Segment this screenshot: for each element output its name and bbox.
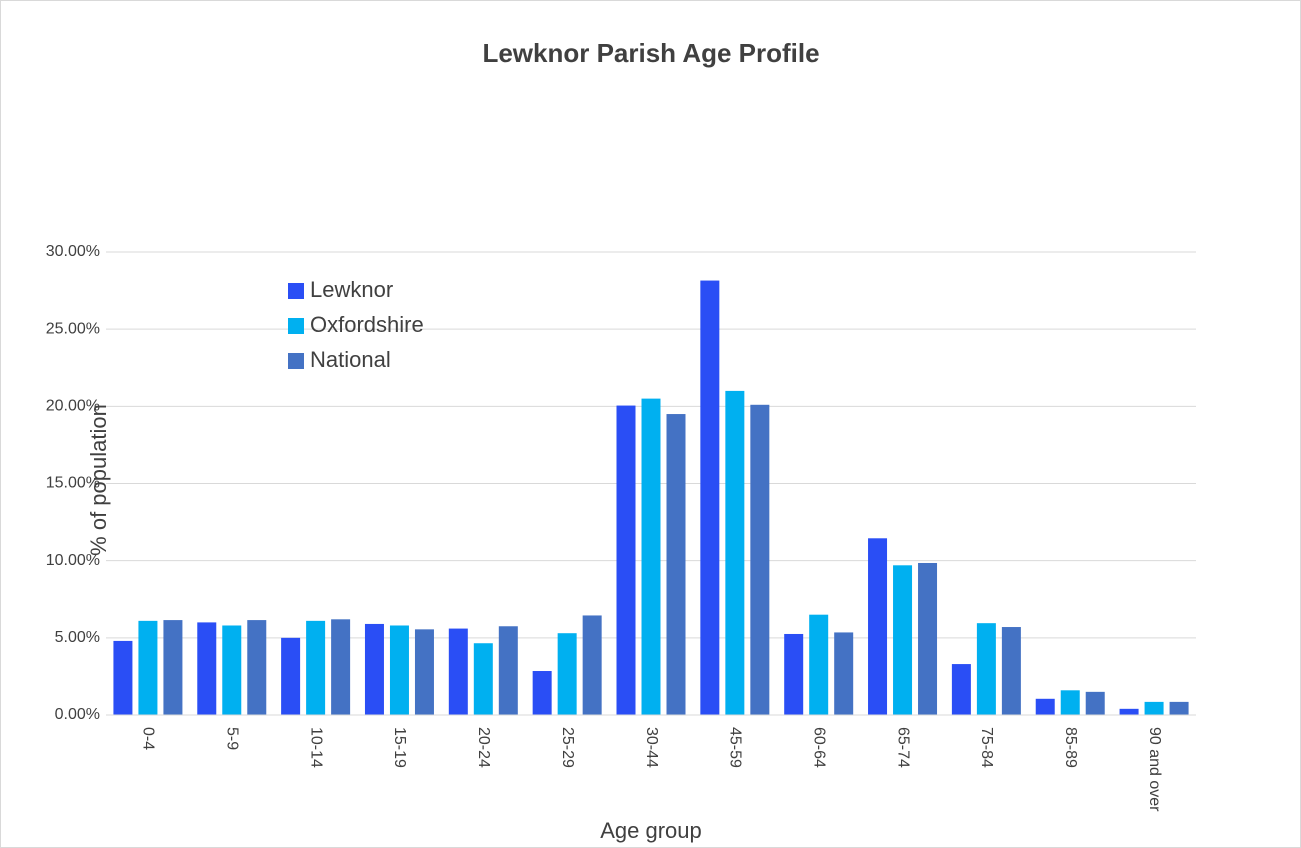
bar <box>247 620 267 715</box>
bar <box>725 390 745 715</box>
x-tick-label: 15-19 <box>391 727 408 768</box>
legend-swatch <box>288 318 304 334</box>
bar <box>113 640 133 715</box>
bar <box>893 565 913 715</box>
bar <box>641 398 661 715</box>
bar <box>414 629 434 715</box>
bar <box>582 615 602 715</box>
x-tick-label: 10-14 <box>307 727 324 768</box>
bar <box>750 404 770 715</box>
bar <box>222 625 242 715</box>
legend-label: Oxfordshire <box>310 312 424 337</box>
legend-label: Lewknor <box>310 277 393 302</box>
x-tick-label: 5-9 <box>224 727 241 750</box>
bar <box>976 623 996 715</box>
bar <box>532 671 552 715</box>
bar <box>809 614 829 715</box>
x-tick-label: 20-24 <box>475 727 492 768</box>
x-tick-label: 90 and over <box>1146 727 1163 812</box>
bar <box>1085 691 1105 715</box>
x-tick-label: 45-59 <box>727 727 744 768</box>
bar <box>1035 698 1055 715</box>
bar <box>281 637 301 715</box>
bar <box>1119 708 1139 715</box>
bar <box>306 620 326 715</box>
bar <box>389 625 409 715</box>
x-tick-label: 25-29 <box>559 727 576 768</box>
y-tick-label: 15.00% <box>46 475 100 492</box>
x-tick-label: 60-64 <box>810 727 827 768</box>
y-tick-label: 5.00% <box>55 629 100 646</box>
x-tick-label: 0-4 <box>140 727 157 750</box>
legend-swatch <box>288 353 304 369</box>
bar <box>364 623 384 715</box>
bar <box>498 626 518 715</box>
bar <box>951 664 971 715</box>
bar <box>784 633 804 715</box>
bar <box>448 628 468 715</box>
bar <box>197 622 217 715</box>
bar <box>616 405 636 715</box>
bar <box>666 414 686 715</box>
y-tick-label: 0.00% <box>55 706 100 723</box>
bar <box>1144 701 1164 715</box>
bar <box>138 620 158 715</box>
bar <box>700 280 720 715</box>
legend-swatch <box>288 283 304 299</box>
x-axis-title: Age group <box>600 818 702 843</box>
chart-title: Lewknor Parish Age Profile <box>482 38 819 68</box>
bar <box>868 538 888 715</box>
bar <box>834 632 854 715</box>
y-tick-label: 30.00% <box>46 243 100 260</box>
y-tick-label: 20.00% <box>46 398 100 415</box>
bar <box>331 619 351 715</box>
y-tick-label: 10.00% <box>46 552 100 569</box>
bar <box>1060 690 1080 715</box>
bar <box>473 643 493 715</box>
bar <box>1169 701 1189 715</box>
x-tick-label: 65-74 <box>894 727 911 768</box>
y-axis-title: % of population <box>86 404 111 556</box>
bar <box>1001 627 1021 715</box>
bar <box>163 620 183 715</box>
x-tick-label: 75-84 <box>978 727 995 768</box>
bar <box>557 633 577 715</box>
x-tick-label: 30-44 <box>643 727 660 768</box>
legend-label: National <box>310 347 391 372</box>
y-tick-label: 25.00% <box>46 320 100 337</box>
x-tick-label: 85-89 <box>1062 727 1079 768</box>
bar <box>918 562 938 715</box>
